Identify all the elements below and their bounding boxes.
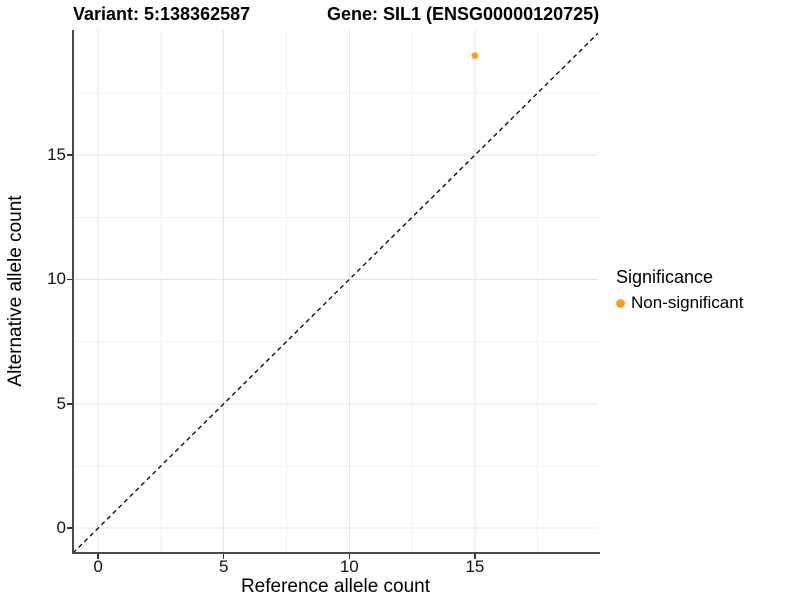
plot-title-variant: Variant: 5:138362587: [73, 4, 251, 24]
x-tick-mark: [348, 554, 351, 559]
y-tick-label: 10: [47, 269, 66, 289]
legend-point-icon: [616, 298, 625, 308]
x-axis-line: [71, 552, 600, 554]
legend-item-label: Non-significant: [631, 293, 744, 312]
x-tick-mark: [97, 554, 99, 559]
y-axis-line: [71, 30, 74, 554]
y-tick-label: 5: [56, 393, 66, 413]
x-tick-mark: [222, 554, 225, 559]
identity-line: [73, 32, 598, 553]
x-tick-label: 0: [93, 557, 103, 576]
x-tick-label: 15: [465, 557, 485, 576]
data-point: [471, 52, 479, 60]
y-tick-mark: [66, 403, 72, 405]
plot-title-gene: Gene: SIL1 (ENSG00000120725): [327, 4, 600, 24]
legend-title: Significance: [616, 267, 714, 287]
legend-item: Non-significant: [616, 293, 743, 313]
y-tick-mark: [66, 527, 72, 529]
y-tick-mark: [66, 278, 72, 281]
legend: Significance Non-significant: [616, 267, 743, 313]
x-axis-title: Reference allele count: [240, 576, 431, 597]
plot-canvas: [73, 30, 598, 553]
x-tick-label: 5: [218, 557, 229, 576]
y-tick-label: 0: [56, 518, 66, 538]
y-tick-label: 15: [47, 145, 66, 165]
plot-panel: [73, 30, 598, 553]
x-tick-mark: [474, 554, 476, 559]
y-axis-title: Alternative allele count: [5, 195, 26, 387]
x-tick-label: 10: [339, 557, 359, 576]
y-tick-mark: [66, 154, 72, 156]
